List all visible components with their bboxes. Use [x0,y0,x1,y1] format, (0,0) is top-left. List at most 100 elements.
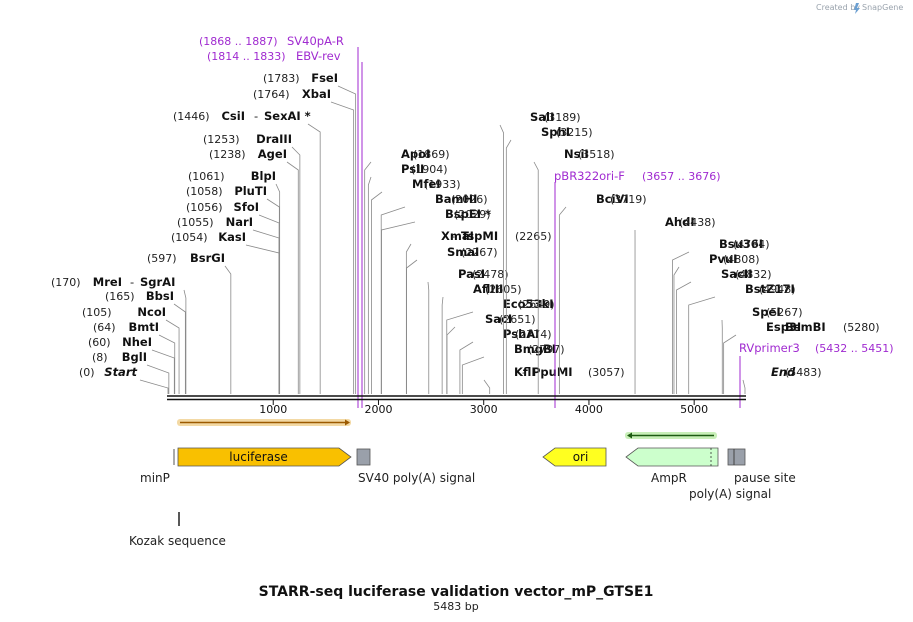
feature-luciferase-arrow [177,447,352,467]
site-leader-line [676,281,692,394]
site-position: (2774) [515,328,552,341]
site-leader-line [505,139,512,394]
luciferase-direction-bar [177,419,351,426]
tick-label: 1000 [259,403,287,416]
site-leader-line [330,101,355,394]
site-leader-line [673,266,680,394]
site-leader-line [459,341,474,394]
site-position: (1238) [209,148,246,161]
map-length: 5483 bp [433,600,478,613]
site-leader-line [688,296,716,394]
site-leader-line [258,214,280,394]
feature-ori-arrow [542,447,607,467]
site-xbai: XbaI [302,87,331,101]
site-ahdi: AhdI [665,215,695,229]
site-position: (2649) [518,298,555,311]
dna-backbone [167,395,746,401]
site-position: (4948) [759,283,796,296]
site-nari: NarI [226,215,253,229]
site-leader-line [427,281,430,394]
site-blpi: BlpI [251,169,276,183]
site-csii: CsiI [221,109,245,123]
site-position: (105) [82,306,112,319]
snapgene-logo-icon [854,3,860,14]
tick-label: 3000 [470,403,498,416]
site-smai: SmaI [447,245,479,259]
site-separator: - [775,320,779,334]
site-position: (64) [93,321,116,334]
polya-signal-label: poly(A) signal [689,487,771,501]
site-draiii: DraIII [256,132,292,146]
site-sfoi: SfoI [234,200,259,214]
site-mfei: MfeI [412,177,441,191]
primer-rvprimer3: RVprimer3 [739,341,800,355]
site-position: (2026) [451,193,488,206]
site-leader-line [533,161,539,394]
tick-label: 5000 [680,403,708,416]
site-leader-line [275,183,281,394]
site-position: (2267) [461,246,498,259]
site-leader-line [406,259,418,394]
site-position: (5267) [766,306,803,319]
site-eco53ki: Eco53kI [503,297,554,311]
site-position: (1783) [263,72,300,85]
map-title: STARR-seq luciferase validation vector_m… [259,584,654,600]
primer-sites: (1868 .. 1887) SV40pA-R(1814 .. 1833) EBV-… [199,34,894,408]
site-position: (1933) [424,178,461,191]
site-leader-line [224,265,232,394]
site-leader-line [558,206,567,394]
site-agei: AgeI [258,147,287,161]
site-leader-line [139,379,169,394]
site-bspei: BspEI * [445,207,491,221]
site-position: (1061) [188,170,225,183]
site-pluti: PluTI [234,184,267,198]
site-nsii: NsiI [564,147,589,161]
site-kasi: KasI [218,230,246,244]
polya-pause-box [727,448,746,466]
site-leader-line [371,191,383,394]
site-separator: - [451,229,455,243]
site-leader-line [291,146,301,394]
site-position: (4832) [735,268,772,281]
site-sgrai: SgrAI [140,275,175,289]
site-mrei: MreI [93,275,122,289]
site-leader-line [380,206,406,394]
site-position: (2029) [454,208,491,221]
site-spei: SpeI [752,305,781,319]
sv40-polya-label: SV40 poly(A) signal [358,471,475,485]
site-leader-line [381,221,416,394]
site-sacii: SacII [721,267,752,281]
site-position: (165) [105,290,135,303]
site-leader-line [151,349,175,394]
site-position: (5483) [785,366,822,379]
primer-range: (5432 .. 5451) [815,342,894,355]
site-bcivi: BciVI [596,192,629,206]
site-leader-line [165,319,180,394]
site-end: End [771,365,796,379]
site-leader-line [245,244,280,394]
site-position: (2265) [515,230,552,243]
site-nhei: NheI [122,335,152,349]
site-sexai: SexAI * [264,109,311,123]
site-apoi: ApoI [401,147,430,161]
sv40-polya-box [356,448,371,466]
kozak-label: Kozak sequence [129,534,226,548]
site-position: (3518) [578,148,615,161]
site-bsrgi: BsrGI [190,251,225,265]
site-leader-line [723,334,737,394]
site-leader-line [252,229,280,394]
axis-ticks: 1000 2000 3000 4000 5000 [259,400,708,416]
site-position: (1054) [171,231,208,244]
feature-luciferase-label: luciferase [229,450,287,464]
site-leader-line [266,198,280,394]
feature-ampr-arrow [625,447,719,467]
site-position: (597) [147,252,177,265]
site-leader-line [158,334,176,394]
site-leader-line [441,296,444,394]
site-bsu36i: Bsu36I [719,237,763,251]
site-leader-line [483,379,491,394]
site-bamhi: BamHI [435,192,477,206]
site-tspmi: TspMI [461,229,498,243]
tick-label: 2000 [364,403,392,416]
